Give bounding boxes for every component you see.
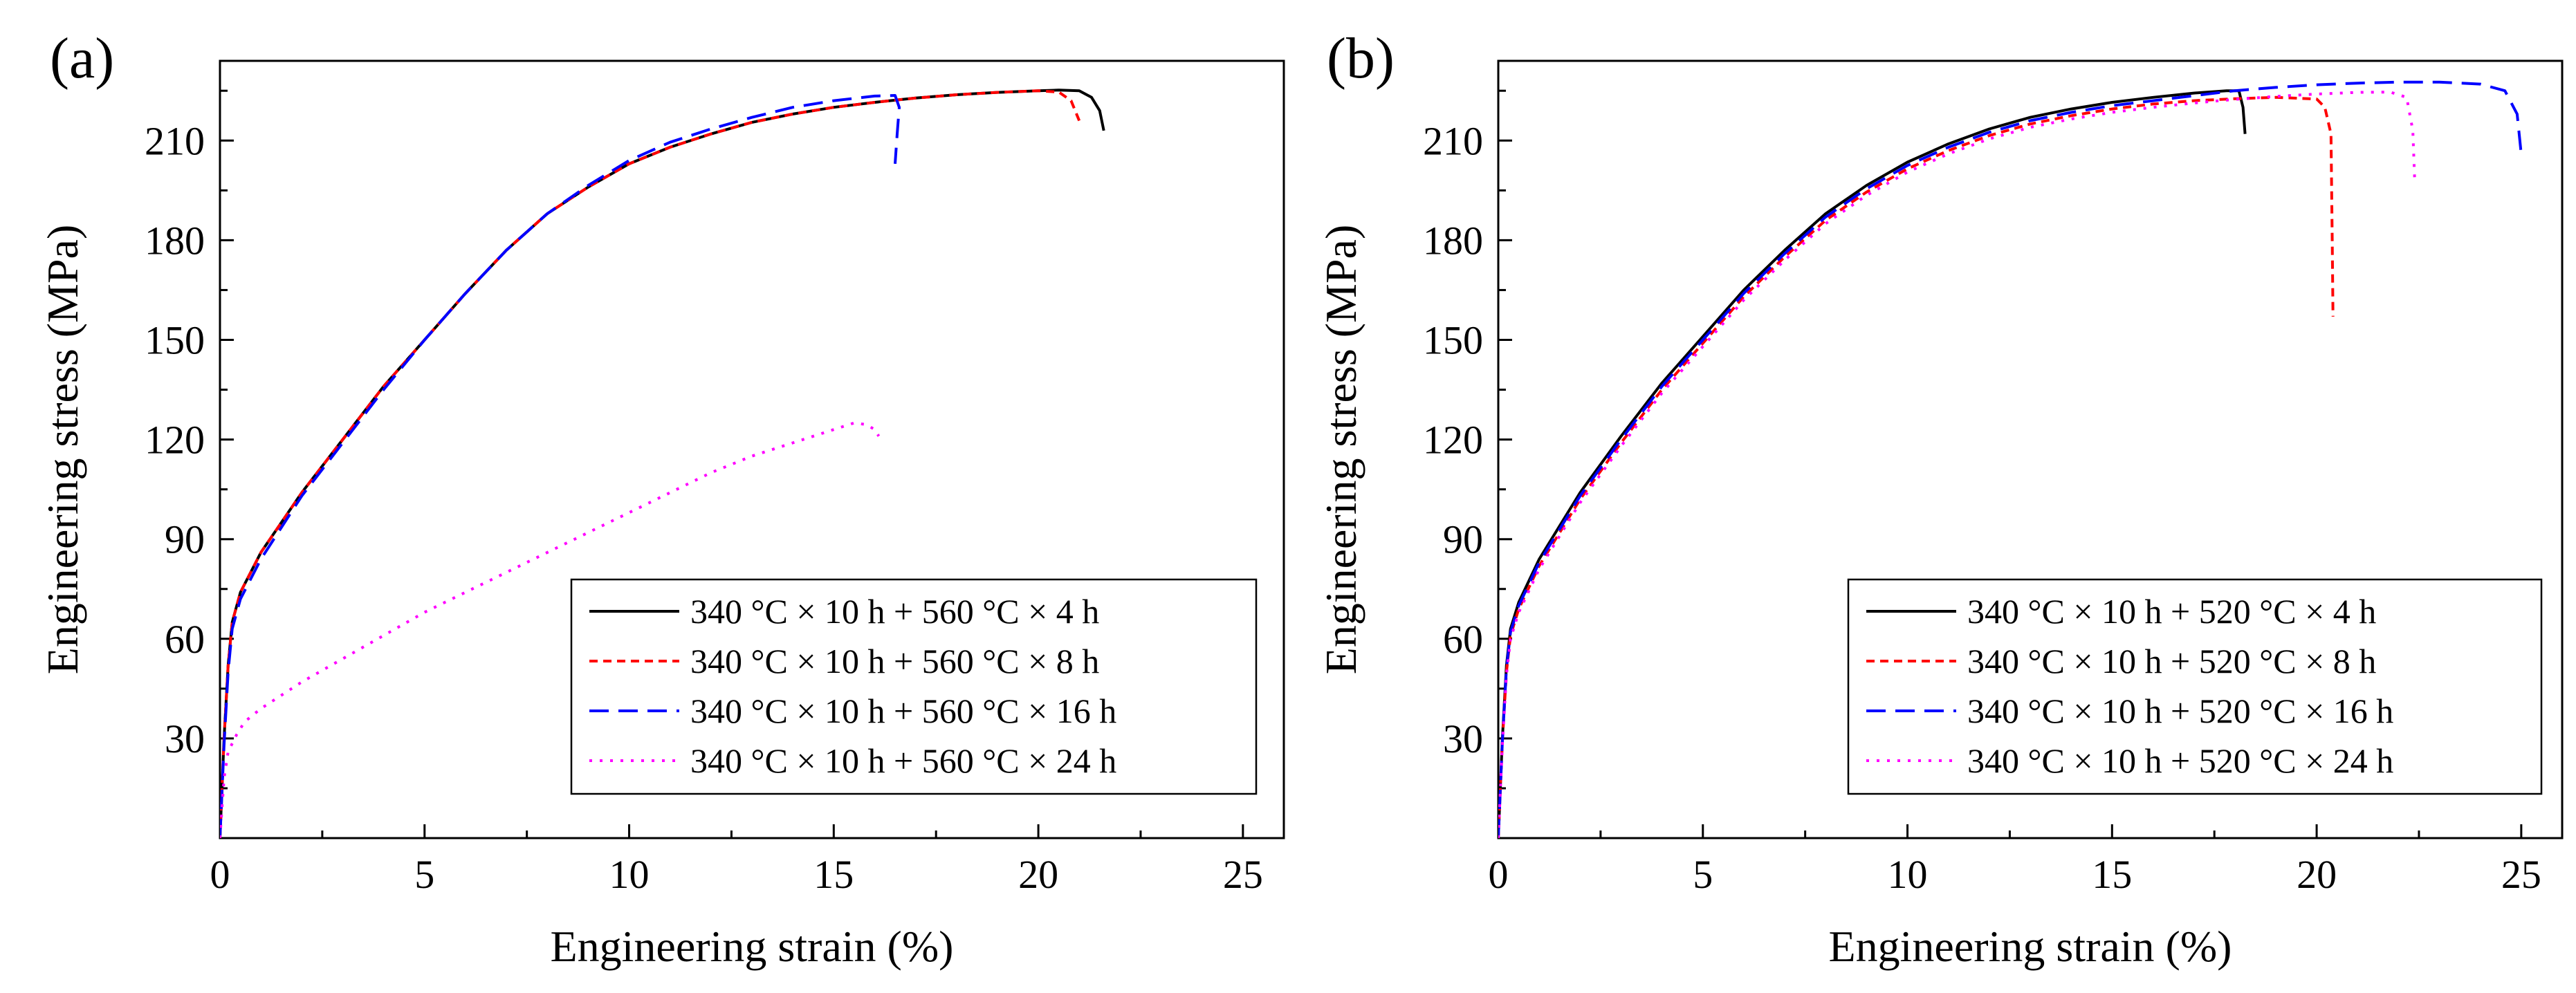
x-tick-label: 20 (2297, 852, 2337, 897)
legend-box (1847, 578, 2543, 795)
y-tick-label: 120 (145, 418, 205, 463)
y-tick-label: 60 (165, 617, 205, 662)
y-tick-label: 30 (165, 716, 205, 761)
y-tick-label: 180 (145, 218, 205, 263)
y-tick-label: 90 (1443, 517, 1483, 562)
x-axis-title: Engineering strain (%) (1829, 922, 2232, 971)
x-tick-label: 15 (2092, 852, 2132, 897)
legend-label: 340 °C × 10 h + 560 °C × 24 h (690, 741, 1116, 780)
plot-frame (219, 59, 1285, 839)
y-tick-label: 30 (1443, 716, 1483, 761)
series-line-2 (1498, 95, 2335, 838)
legend-label: 340 °C × 10 h + 520 °C × 8 h (1967, 642, 2376, 680)
legend-label: 340 °C × 10 h + 520 °C × 4 h (1967, 592, 2376, 631)
y-axis-title: Engineering stress (MPa) (1316, 225, 1365, 675)
x-tick-label: 0 (1489, 852, 1509, 897)
y-tick-label: 180 (1423, 218, 1483, 263)
series-line-3 (220, 94, 901, 838)
x-tick-label: 10 (1888, 852, 1928, 897)
legend-label: 340 °C × 10 h + 560 °C × 4 h (690, 592, 1099, 631)
legend-label: 340 °C × 10 h + 520 °C × 16 h (1967, 692, 2393, 730)
chart-panel-b: (b) 0 5 10 15 20 25 30 60 90 120 150 180 210 Engineeri… (1316, 26, 2564, 971)
x-tick-label: 0 (210, 852, 230, 897)
series-line-2 (220, 89, 1081, 838)
x-tick-label: 10 (609, 852, 650, 897)
x-tick-label: 25 (1223, 852, 1263, 897)
y-tick-label: 150 (145, 317, 205, 362)
legend-label: 340 °C × 10 h + 520 °C × 24 h (1967, 741, 2393, 780)
x-tick-label: 5 (414, 852, 434, 897)
y-tick-label: 210 (145, 118, 205, 163)
x-tick-label: 25 (2501, 852, 2541, 897)
series-line-3 (1498, 80, 2523, 838)
x-tick-label: 20 (1018, 852, 1058, 897)
panel-label: (b) (1327, 26, 1395, 91)
y-axis-title: Engineering stress (MPa) (38, 225, 87, 675)
legend-box (570, 578, 1258, 795)
y-tick-label: 210 (1423, 118, 1483, 163)
series-line-1 (1498, 89, 2247, 838)
x-tick-label: 15 (813, 852, 854, 897)
x-tick-label: 5 (1693, 852, 1713, 897)
x-axis-title: Engineering strain (%) (551, 922, 954, 971)
y-tick-label: 90 (165, 517, 205, 562)
legend: 340 °C × 10 h + 560 °C × 4 h 340 °C × 10 … (570, 578, 1258, 795)
y-tick-label: 150 (1423, 317, 1483, 362)
y-tick-label: 120 (1423, 418, 1483, 463)
legend-label: 340 °C × 10 h + 560 °C × 8 h (690, 642, 1099, 680)
chart-panel-a: (a) 0 5 10 15 20 25 30 60 90 120 150 180 210 Engineeri… (38, 26, 1285, 971)
panel-label: (a) (50, 26, 114, 91)
legend-label: 340 °C × 10 h + 560 °C × 16 h (690, 692, 1116, 730)
plot-frame (1497, 59, 2564, 839)
y-tick-label: 60 (1443, 617, 1483, 662)
legend: 340 °C × 10 h + 520 °C × 4 h 340 °C × 10 … (1847, 578, 2543, 795)
